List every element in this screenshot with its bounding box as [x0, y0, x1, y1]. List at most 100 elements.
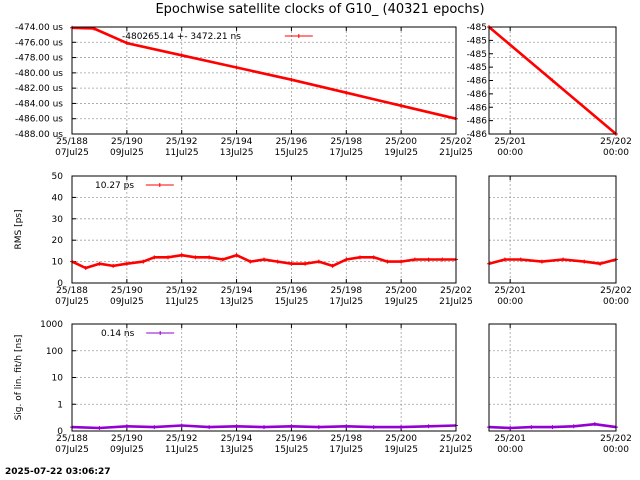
y-tick-label: 40 [52, 193, 64, 203]
data-point [262, 257, 266, 262]
plot-frame-right [488, 323, 617, 432]
plot-frame-left [71, 175, 457, 284]
x-tick-label-day: 00:00 [603, 297, 629, 307]
x-tick-label-day: 00:00 [497, 297, 523, 307]
y-tick-label: 20 [52, 236, 64, 246]
data-point [440, 257, 445, 262]
y-tick-label: 1000 [40, 320, 63, 330]
x-tick-label-date: 25/192 [166, 286, 198, 296]
data-point [426, 257, 431, 262]
x-tick-label-day: 13Jul25 [220, 148, 254, 158]
y-tick-label: 0 [57, 427, 63, 437]
x-tick-label-day: 19Jul25 [384, 445, 418, 455]
data-point [124, 41, 129, 46]
data-point [111, 263, 116, 268]
data-series-rms-right [488, 258, 617, 266]
y-tick-label: 100 [46, 347, 63, 357]
x-tick-label-date: 25/200 [385, 434, 417, 444]
x-tick-label-day: 21Jul25 [439, 445, 473, 455]
x-tick-label-day: 17Jul25 [329, 148, 363, 158]
plot-frame-right [488, 26, 617, 135]
x-tick-label-day: 15Jul25 [275, 148, 309, 158]
data-point [412, 257, 417, 262]
x-tick-label-day: 09Jul25 [110, 445, 144, 455]
data-point [207, 425, 212, 430]
x-tick-label-day: 07Jul25 [55, 148, 89, 158]
data-point [97, 261, 102, 266]
x-tick-label-date: 25/188 [56, 434, 88, 444]
data-point [83, 266, 88, 271]
legend-text: 10.27 ps [95, 181, 134, 191]
y-tick-label: 10 [52, 374, 64, 384]
y-tick-label: -476.00 us [15, 38, 63, 48]
plot-frame-left [71, 323, 457, 432]
data-point [289, 261, 294, 266]
x-tick-label-date: 25/196 [276, 434, 308, 444]
y-tick-label: -474.00 us [15, 23, 63, 33]
x-tick-label-day: 19Jul25 [384, 148, 418, 158]
data-point [582, 259, 587, 264]
data-point [550, 78, 555, 83]
x-tick-label-date: 25/192 [166, 434, 198, 444]
data-point [234, 65, 239, 70]
x-tick-label-date: 25/202 [440, 434, 472, 444]
x-tick-label-day: 09Jul25 [110, 297, 144, 307]
x-tick-label-date: 25/202 [600, 286, 632, 296]
x-tick-label-day: 21Jul25 [439, 148, 473, 158]
plot-frame-left [71, 26, 457, 135]
y-tick-label: -488.00 us [15, 130, 63, 140]
data-point [179, 253, 184, 258]
data-point [275, 259, 280, 264]
x-tick-label-day: 13Jul25 [220, 297, 254, 307]
data-point [316, 259, 321, 264]
x-tick-label-date: 25/198 [330, 137, 362, 147]
y-tick-label: -485 [467, 63, 487, 73]
x-tick-label-day: 07Jul25 [55, 297, 89, 307]
data-point [508, 425, 513, 430]
x-tick-label-date: 25/188 [56, 286, 88, 296]
data-point [152, 255, 157, 260]
plot-frame-right [488, 175, 617, 284]
data-point [141, 259, 146, 264]
data-point [289, 424, 294, 429]
data-point [289, 77, 294, 82]
x-tick-label-day: 09Jul25 [110, 148, 144, 158]
data-point [598, 261, 603, 266]
data-point [124, 424, 129, 429]
x-tick-label-date: 25/198 [330, 286, 362, 296]
data-point [179, 423, 184, 428]
x-tick-label-date: 25/190 [111, 137, 143, 147]
y-tick-label: -486 [467, 77, 488, 87]
data-point [207, 255, 212, 260]
x-tick-label-day: 19Jul25 [384, 297, 418, 307]
x-tick-label-day: 17Jul25 [329, 297, 363, 307]
data-point [518, 257, 523, 262]
y-tick-label: 30 [52, 215, 64, 225]
data-point [166, 255, 170, 260]
x-tick-label-date: 25/200 [385, 137, 417, 147]
y-tick-label: -486.00 us [15, 115, 63, 125]
x-tick-label-date: 25/202 [600, 137, 632, 147]
page-title: Epochwise satellite clocks of G10_ (4032… [155, 2, 485, 17]
y-axis-label: Sig. of lin. fit/h [ns] [14, 335, 24, 421]
x-tick-label-day: 11Jul25 [165, 148, 199, 158]
y-tick-label: 50 [52, 172, 64, 182]
x-tick-label-day: 11Jul25 [165, 445, 199, 455]
data-point [220, 257, 225, 262]
data-point [529, 425, 534, 430]
legend-marker [158, 331, 163, 335]
x-tick-label-date: 25/201 [494, 434, 526, 444]
x-tick-label-date: 25/188 [56, 137, 88, 147]
data-point [234, 424, 239, 429]
x-tick-label-day: 17Jul25 [329, 445, 363, 455]
data-point [550, 425, 555, 430]
x-tick-label-date: 25/202 [600, 434, 632, 444]
legend-text: 0.14 ns [101, 329, 135, 339]
data-point [97, 425, 102, 430]
x-tick-label-day: 15Jul25 [275, 297, 309, 307]
data-point [358, 255, 362, 260]
data-point [371, 425, 376, 430]
y-tick-label: -486 [467, 90, 488, 100]
x-tick-label-date: 25/194 [221, 286, 253, 296]
data-point [371, 255, 376, 260]
